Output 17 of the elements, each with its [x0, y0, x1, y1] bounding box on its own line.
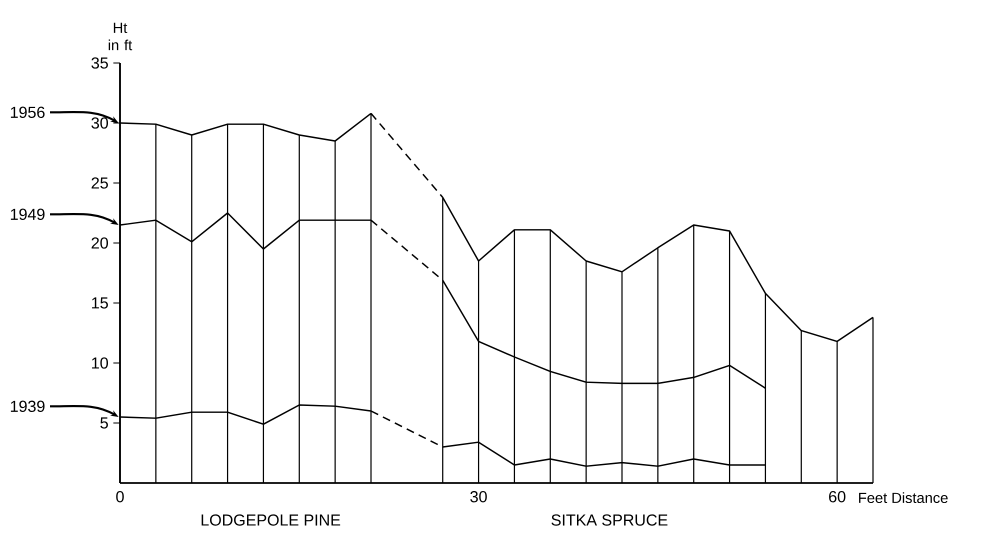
y-tick-label: 25 — [92, 177, 108, 189]
text: LODGEPOLE PINE — [202, 514, 340, 526]
legend-label: 1939 — [10, 400, 45, 412]
y-axis-title: Ht in ft — [108, 22, 132, 50]
x-tick-label: 60 — [829, 491, 846, 502]
y-tick-label: 20 — [92, 237, 108, 249]
legend-label: 1956 — [10, 106, 45, 118]
x-tick-label: 30 — [470, 491, 487, 502]
x-axis-title: Feet Distance — [859, 492, 948, 504]
x-tick-label: 0 — [116, 491, 124, 502]
legend-label: 1949 — [10, 208, 45, 220]
y-tick-label: 15 — [92, 297, 108, 309]
y-tick-label: 5 — [100, 417, 108, 429]
text: SITKA SPRUCE — [552, 514, 668, 526]
y-tick-label: 10 — [92, 357, 108, 369]
y-tick-label: 35 — [91, 57, 108, 69]
y-tick-label: 30 — [91, 117, 108, 129]
